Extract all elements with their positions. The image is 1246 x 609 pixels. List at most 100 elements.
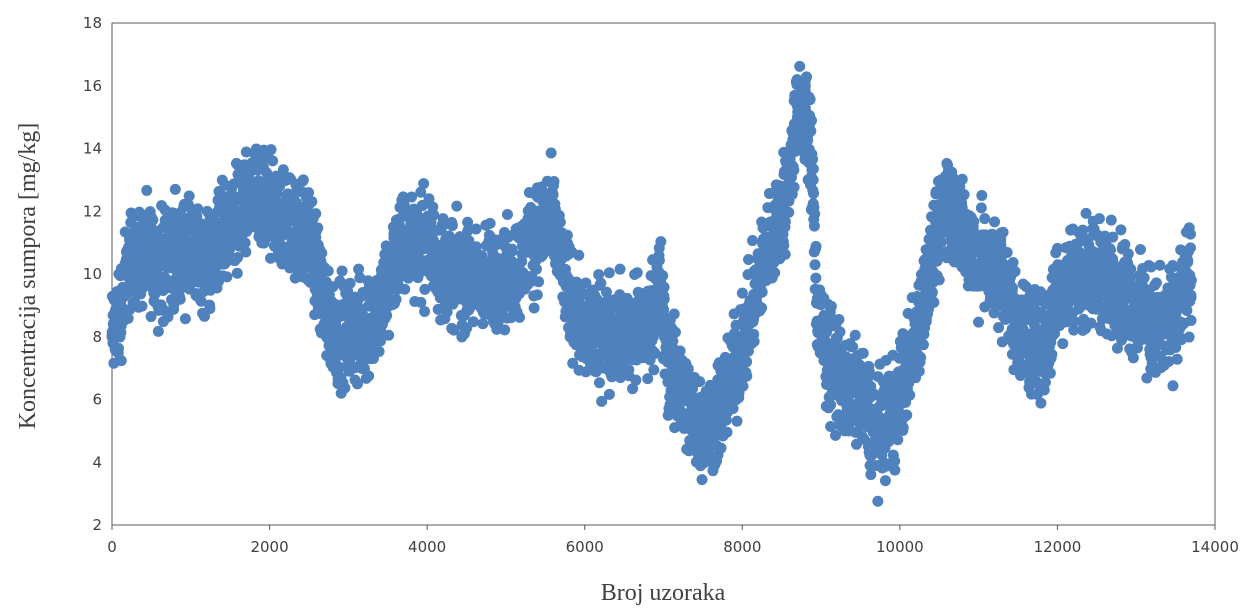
data-point (339, 382, 351, 394)
data-point (195, 295, 207, 307)
data-point (933, 274, 945, 286)
data-point (627, 383, 639, 395)
data-point (1183, 331, 1195, 343)
data-point (267, 155, 279, 167)
data-point (737, 380, 749, 392)
data-point (593, 269, 605, 281)
data-point (731, 415, 743, 427)
data-point (756, 302, 768, 314)
data-point (441, 306, 453, 318)
data-point (603, 267, 615, 279)
data-point (198, 310, 210, 322)
data-point (687, 383, 699, 395)
data-point (614, 263, 626, 275)
data-point (183, 190, 195, 202)
y-tick-label: 6 (92, 391, 102, 409)
data-point (363, 370, 375, 382)
x-axis-title: Broj uzoraka (601, 580, 726, 606)
data-point (657, 270, 669, 282)
y-tick-label: 12 (83, 202, 102, 220)
data-point (354, 272, 366, 284)
data-point (415, 186, 427, 198)
data-point (1115, 224, 1127, 236)
data-point (915, 351, 927, 363)
data-point (545, 147, 557, 159)
data-point (809, 259, 821, 271)
data-point (1122, 248, 1134, 260)
data-point (344, 277, 356, 289)
data-point (1138, 272, 1150, 284)
data-point (1150, 277, 1162, 289)
data-point (715, 442, 727, 454)
data-point (265, 144, 277, 156)
data-point (390, 293, 402, 305)
data-point (834, 326, 846, 338)
data-point (470, 223, 482, 235)
data-point (303, 187, 315, 199)
data-point (904, 389, 916, 401)
data-point (1009, 266, 1021, 278)
x-tick-label: 6000 (566, 538, 604, 556)
data-point (630, 374, 642, 386)
data-point (648, 364, 660, 376)
data-point (462, 216, 474, 228)
data-point (808, 220, 820, 232)
data-point (857, 347, 869, 359)
data-point (976, 190, 988, 202)
data-point (849, 329, 861, 341)
data-point (1057, 338, 1069, 350)
data-point (115, 327, 127, 339)
data-point (743, 253, 755, 265)
plot-area (111, 22, 1216, 526)
x-tick-label: 8000 (723, 538, 761, 556)
data-point (277, 164, 289, 176)
data-point (865, 469, 877, 481)
data-point (1068, 315, 1080, 327)
data-point (669, 326, 681, 338)
data-point (804, 94, 816, 106)
data-point (872, 495, 884, 507)
data-point (204, 303, 216, 315)
data-point (381, 309, 393, 321)
data-point (747, 235, 759, 247)
data-point (373, 345, 385, 357)
data-point (265, 252, 277, 264)
data-point (1181, 305, 1193, 317)
data-point (810, 240, 822, 252)
data-point (603, 388, 615, 400)
data-point (600, 286, 612, 298)
data-point (306, 196, 318, 208)
data-point (383, 329, 395, 341)
data-point (879, 475, 891, 487)
data-point (162, 311, 174, 323)
data-point (179, 313, 191, 325)
data-point (847, 341, 859, 353)
data-point (1007, 257, 1019, 269)
data-point (514, 311, 526, 323)
data-point (928, 296, 940, 308)
data-point (1184, 269, 1196, 281)
y-tick-label: 10 (83, 265, 102, 283)
data-point (926, 286, 938, 298)
data-point (658, 281, 670, 293)
data-point (192, 203, 204, 215)
data-point (397, 191, 409, 203)
data-point (696, 474, 708, 486)
data-point (901, 409, 913, 421)
data-point (649, 347, 661, 359)
x-tick-label: 12000 (1034, 538, 1082, 556)
data-point (788, 164, 800, 176)
data-point (1184, 279, 1196, 291)
data-point (1154, 259, 1166, 271)
data-point (655, 236, 667, 248)
x-tick-label: 10000 (876, 538, 924, 556)
data-point (631, 267, 643, 279)
data-point (658, 293, 670, 305)
data-point (1046, 348, 1058, 360)
y-tick-label: 2 (92, 516, 102, 534)
data-point (141, 184, 153, 196)
y-tick-label: 16 (83, 77, 102, 95)
data-point (833, 313, 845, 325)
